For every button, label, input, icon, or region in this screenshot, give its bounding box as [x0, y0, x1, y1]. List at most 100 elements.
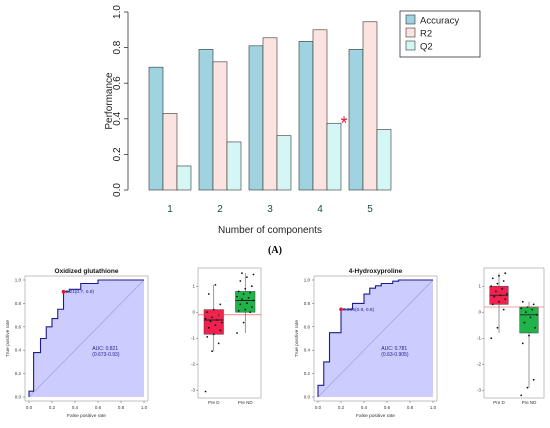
data-point — [521, 342, 524, 345]
data-point — [504, 272, 507, 275]
cutoff-point — [61, 289, 66, 294]
legend-swatch-r2 — [405, 27, 416, 38]
plot-frame — [483, 267, 545, 399]
bar-accuracy-4 — [298, 41, 314, 191]
data-point — [207, 326, 210, 329]
significance-star: * — [340, 113, 347, 133]
data-point — [237, 290, 240, 293]
roc-title: Oxidized glutathione — [55, 268, 119, 275]
data-point — [239, 280, 242, 282]
data-point — [529, 316, 532, 319]
x-tick-label: 0.8 — [118, 405, 125, 410]
cutoff-point — [339, 307, 343, 312]
y-tick-label: 0 — [478, 310, 481, 315]
x-tick-label: 0.6 — [384, 405, 391, 410]
data-point — [502, 308, 505, 311]
data-point — [520, 394, 523, 397]
data-point — [241, 298, 243, 301]
x-tick-label: 0.0 — [315, 405, 322, 410]
x-tick-label: Pre ND — [522, 400, 538, 405]
legend-label-q2: Q2 — [420, 42, 433, 53]
bar-q2-2 — [226, 141, 242, 191]
y-tick-label: 0.0 — [15, 395, 22, 400]
y-tick-label: -1 — [191, 336, 195, 341]
roc-title: 4-Hydroxyproline — [349, 268, 403, 275]
auc-label: AUC: 0.821 — [92, 346, 118, 352]
data-point — [219, 329, 222, 332]
data-point — [250, 306, 253, 308]
x-tick-label: 4 — [317, 204, 323, 215]
x-tick-label: 5 — [367, 204, 373, 215]
bar-r2-4 — [312, 29, 328, 191]
y-tick-label: 0 — [192, 310, 195, 315]
bar-q2-3 — [276, 135, 292, 191]
x-axis-label: False positive rate — [356, 413, 395, 419]
box-plot-oxidized-glutathione: -3 -2 -1 0 1 Pre D Pre ND — [191, 267, 262, 405]
data-point — [528, 334, 530, 337]
bar-accuracy-1 — [148, 66, 164, 191]
y-tick-label: 0.2 — [304, 371, 311, 376]
data-point — [524, 311, 527, 314]
roc-chart-4-hydroxyproline: 4-Hydroxyproline 0.0 0.2 0.4 0.6 0.8 1.0 0.0 0.2… — [294, 268, 438, 419]
x-tick-label: 1 — [167, 204, 173, 215]
data-point — [496, 326, 499, 329]
x-tick-label: 0.6 — [95, 405, 102, 410]
data-point — [207, 293, 210, 295]
data-point — [521, 300, 524, 303]
data-point — [501, 287, 504, 290]
box-plot-4-hydroxyproline: -3 -2 -1 0 1 Pre D Pre ND — [477, 267, 545, 405]
data-point — [209, 320, 212, 323]
data-point — [526, 386, 529, 389]
data-point — [523, 321, 526, 324]
data-point — [520, 307, 523, 310]
data-point — [244, 287, 247, 290]
data-point — [211, 350, 214, 353]
bar-r2-2 — [212, 61, 228, 191]
data-point — [498, 300, 500, 303]
diagonal-line — [317, 279, 434, 398]
auc-label: AUC: 0.781 — [381, 346, 407, 352]
data-point — [212, 333, 215, 336]
data-point — [250, 285, 253, 288]
data-point — [490, 285, 493, 288]
box-pre-nd — [235, 291, 256, 313]
bar-chart: 0.0 0.2 0.4 0.6 0.8 1.0 Performance 1 2 3 4 5 Number… — [104, 5, 481, 236]
y-tick-label: -2 — [191, 362, 195, 367]
data-point — [496, 282, 499, 285]
y-axis-label: True positive rate — [5, 320, 11, 357]
plot-frame — [24, 275, 149, 402]
y-tick-label: 0.0 — [112, 183, 123, 197]
roc-curve — [317, 279, 433, 397]
bar-q2-1 — [176, 165, 192, 191]
x-axis-label: Number of components — [218, 225, 322, 236]
y-tick-label: 0.2 — [112, 147, 123, 161]
y-tick-label: 0.4 — [304, 348, 311, 353]
data-point — [502, 280, 505, 282]
x-tick-label: Pre D — [208, 400, 220, 405]
data-point — [204, 390, 207, 393]
data-point — [242, 293, 245, 295]
y-tick-label: 1.0 — [304, 278, 311, 283]
data-point — [504, 298, 507, 301]
x-tick-label: 0.2 — [338, 405, 345, 410]
x-tick-label: 1.0 — [141, 405, 148, 410]
data-point — [244, 308, 247, 311]
data-point — [505, 293, 508, 295]
auc-ci-label: (0.673-0.93) — [92, 352, 120, 358]
y-tick-label: 0.6 — [15, 324, 22, 329]
y-tick-label: -3 — [477, 388, 481, 393]
legend-label-accuracy: Accuracy — [420, 16, 459, 27]
data-point — [214, 284, 217, 286]
data-point — [249, 291, 252, 294]
y-tick-label: 0.2 — [15, 371, 22, 376]
y-tick-label: 0.0 — [304, 395, 311, 400]
bar-r2-3 — [262, 37, 278, 191]
data-point — [499, 294, 502, 297]
bar-r2-1 — [162, 113, 178, 191]
bar-q2-5 — [376, 129, 392, 191]
y-tick-label: -2 — [477, 362, 481, 367]
data-point — [219, 303, 222, 306]
y-tick-label: 1.0 — [15, 278, 22, 283]
y-tick-label: 1 — [192, 284, 195, 289]
data-point — [534, 326, 537, 329]
